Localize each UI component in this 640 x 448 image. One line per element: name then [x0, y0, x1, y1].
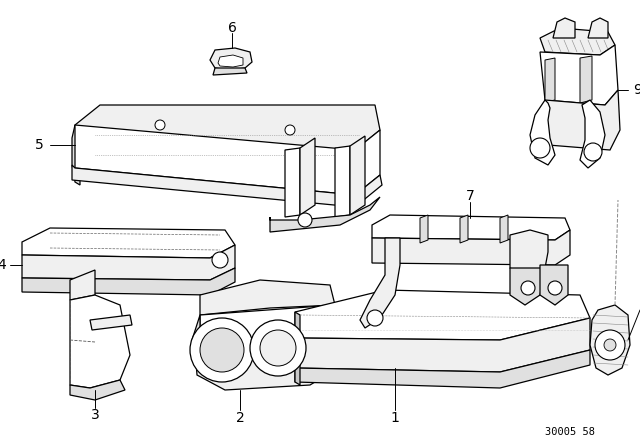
Circle shape	[521, 281, 535, 295]
Polygon shape	[360, 238, 400, 328]
Polygon shape	[70, 270, 95, 300]
Polygon shape	[500, 215, 508, 243]
Circle shape	[367, 310, 383, 326]
Polygon shape	[218, 55, 243, 67]
Polygon shape	[90, 315, 132, 330]
Circle shape	[604, 339, 616, 351]
Polygon shape	[580, 56, 592, 103]
Polygon shape	[75, 125, 380, 195]
Circle shape	[260, 330, 296, 366]
Circle shape	[212, 252, 228, 268]
Circle shape	[530, 138, 550, 158]
Polygon shape	[540, 265, 568, 305]
Polygon shape	[295, 290, 590, 340]
Polygon shape	[540, 45, 618, 105]
Polygon shape	[295, 350, 590, 388]
Polygon shape	[22, 268, 235, 295]
Circle shape	[595, 330, 625, 360]
Polygon shape	[553, 18, 575, 38]
Polygon shape	[22, 245, 235, 280]
Polygon shape	[72, 125, 80, 185]
Polygon shape	[200, 305, 335, 350]
Polygon shape	[510, 268, 545, 305]
Polygon shape	[295, 312, 300, 385]
Text: 7: 7	[466, 189, 474, 203]
Circle shape	[200, 328, 244, 372]
Polygon shape	[545, 58, 555, 102]
Text: 5: 5	[35, 138, 44, 152]
Polygon shape	[300, 138, 315, 215]
Text: 1: 1	[390, 411, 399, 425]
Polygon shape	[420, 215, 428, 243]
Circle shape	[584, 143, 602, 161]
Text: 4: 4	[0, 258, 6, 272]
Circle shape	[548, 281, 562, 295]
Circle shape	[190, 318, 254, 382]
Polygon shape	[350, 136, 365, 215]
Polygon shape	[460, 215, 468, 243]
Circle shape	[285, 125, 295, 135]
Circle shape	[155, 120, 165, 130]
Circle shape	[298, 213, 312, 227]
Polygon shape	[285, 148, 300, 217]
Text: 9: 9	[633, 83, 640, 97]
Polygon shape	[210, 48, 252, 70]
Text: 6: 6	[228, 21, 236, 35]
Polygon shape	[335, 146, 350, 217]
Polygon shape	[70, 295, 130, 388]
Text: 30005 58: 30005 58	[545, 427, 595, 437]
Polygon shape	[270, 197, 380, 232]
Polygon shape	[540, 28, 615, 55]
Polygon shape	[75, 105, 380, 150]
Polygon shape	[195, 345, 335, 390]
Polygon shape	[372, 230, 570, 265]
Polygon shape	[22, 228, 235, 258]
Circle shape	[250, 320, 306, 376]
Polygon shape	[200, 280, 335, 315]
Polygon shape	[213, 68, 247, 75]
Polygon shape	[192, 315, 200, 355]
Polygon shape	[510, 230, 548, 275]
Polygon shape	[70, 380, 125, 400]
Polygon shape	[588, 18, 608, 38]
Polygon shape	[545, 90, 620, 150]
Text: 2: 2	[236, 411, 244, 425]
Polygon shape	[72, 165, 382, 207]
Polygon shape	[590, 305, 630, 375]
Text: 3: 3	[91, 408, 99, 422]
Polygon shape	[580, 100, 605, 168]
Polygon shape	[372, 215, 570, 240]
Polygon shape	[530, 100, 555, 165]
Polygon shape	[295, 318, 590, 372]
